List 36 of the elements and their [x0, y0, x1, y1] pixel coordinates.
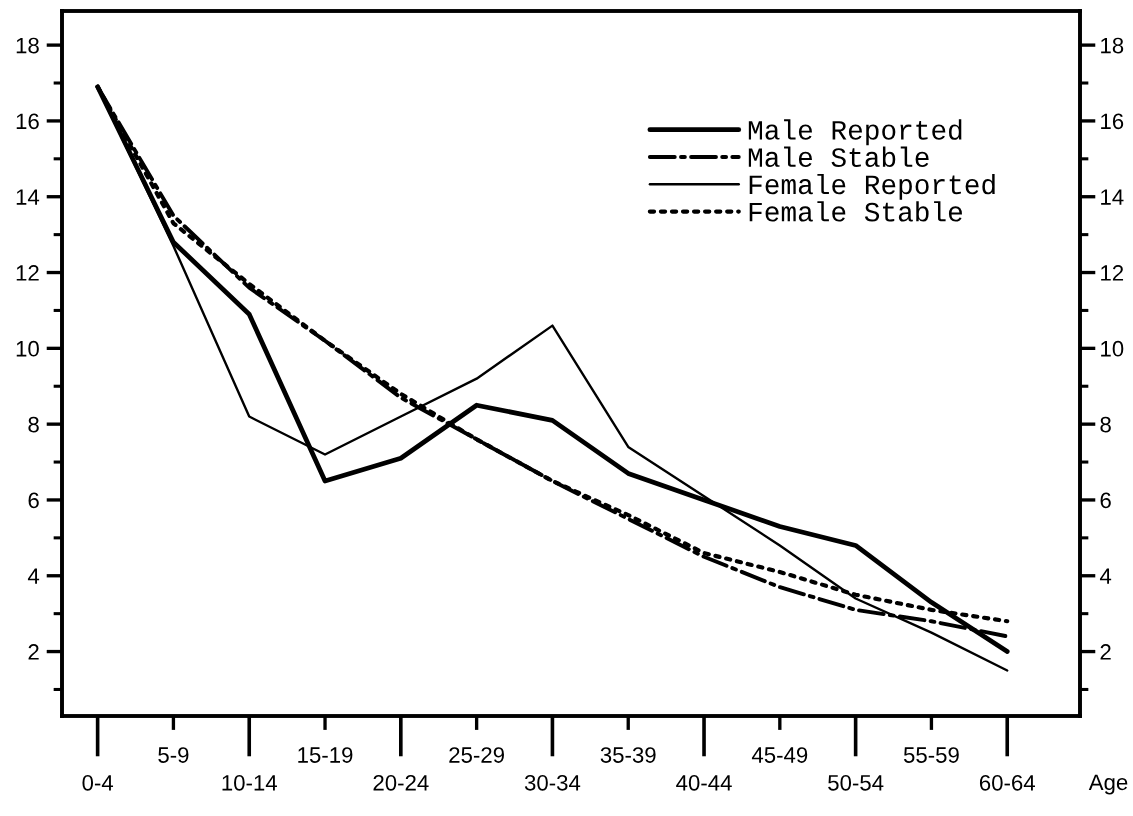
y2-tick-label: 14: [1101, 189, 1124, 205]
legend-label: Male Reported: [748, 119, 962, 146]
x-tick-label: 35-39: [600, 747, 656, 763]
y2-tick-label: 2: [1100, 644, 1111, 660]
x-tick-label: 50-54: [828, 774, 884, 791]
y2-tick-label: 6: [1100, 492, 1111, 509]
x-tick-label: 5-9: [158, 747, 189, 763]
y-tick-label: 12: [16, 265, 39, 281]
x-tick-label: 10-14: [222, 774, 277, 791]
x-tick-label: 20-24: [373, 774, 429, 791]
x-tick-label: 55-59: [903, 747, 959, 763]
legend-label: Female Reported: [749, 173, 995, 200]
y2-tick-label: 16: [1101, 113, 1124, 130]
x-tick-label: 25-29: [449, 747, 504, 763]
y-tick-label: 4: [27, 568, 40, 584]
y2-tick-label: 4: [1099, 568, 1112, 584]
y2-tick-label: 10: [1101, 340, 1124, 357]
y-tick-label: 6: [28, 492, 39, 509]
y2-tick-label: 8: [1100, 416, 1111, 433]
legend-label: Male Stable: [748, 146, 929, 167]
y2-tick-label: 12: [1101, 265, 1124, 281]
y-tick-label: 2: [28, 644, 39, 660]
y-tick-label: 14: [16, 189, 40, 205]
x-tick-label: 15-19: [298, 747, 353, 763]
y-tick-label: 8: [28, 416, 39, 433]
x-axis-title: Age: [1088, 774, 1128, 795]
x-tick-label: 40-44: [676, 774, 732, 791]
y-tick-label: 10: [16, 340, 39, 357]
legend-label: Female Stable: [749, 201, 962, 222]
y-tick-label: 18: [16, 37, 39, 54]
x-tick-label: 60-64: [979, 774, 1035, 791]
x-tick-label: 0-4: [82, 774, 114, 791]
y-tick-label: 16: [16, 113, 39, 130]
y2-tick-label: 18: [1101, 37, 1124, 54]
x-tick-label: 45-49: [751, 747, 808, 763]
x-tick-label: 30-34: [524, 774, 581, 791]
